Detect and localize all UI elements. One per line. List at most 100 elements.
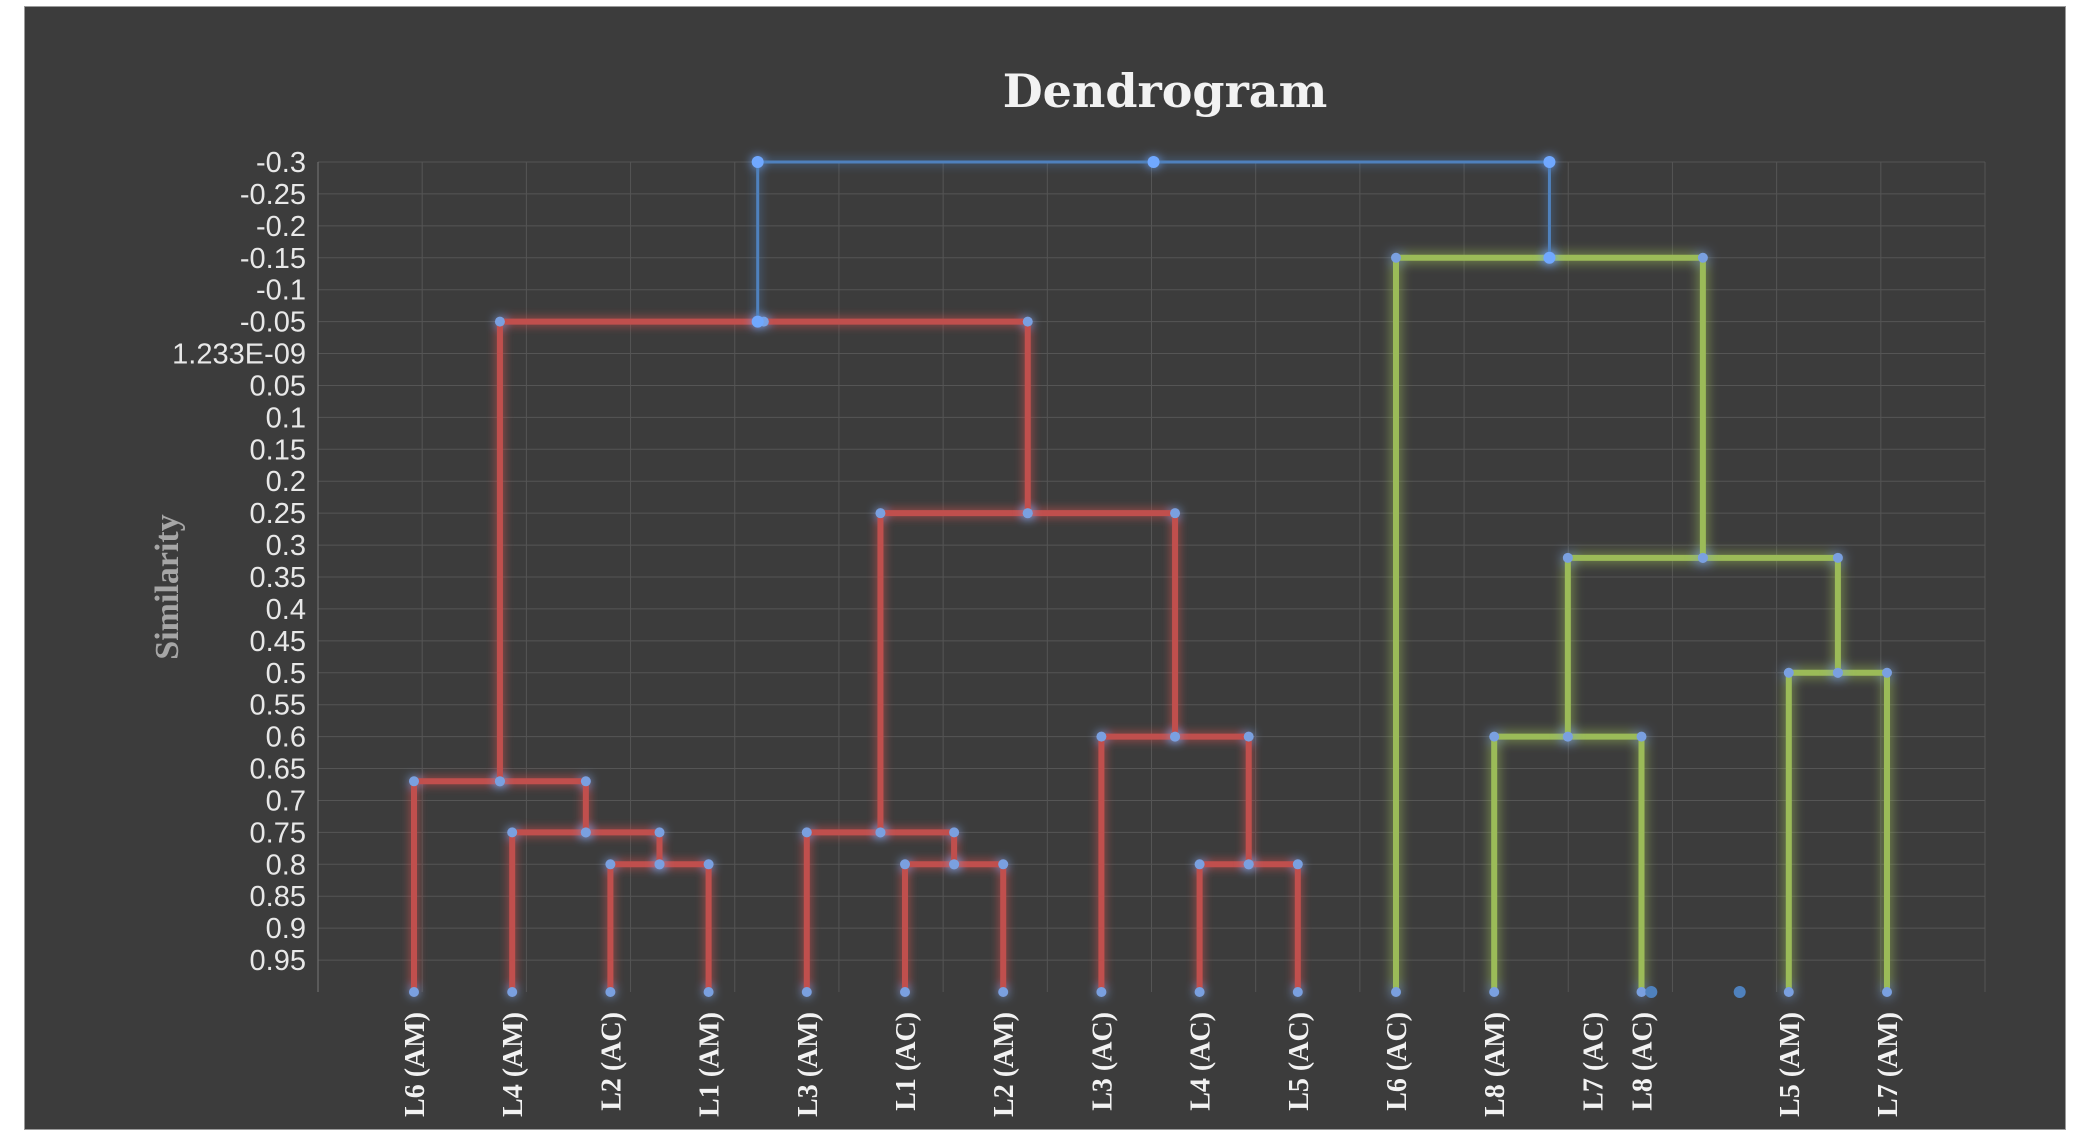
x-tick-label: L1 (AC) bbox=[891, 1012, 922, 1111]
link-path bbox=[803, 829, 958, 992]
y-tick-label: 0.9 bbox=[266, 913, 306, 945]
link-node bbox=[1832, 667, 1843, 678]
y-tick-label: 1.233E-09 bbox=[172, 339, 306, 371]
link-node bbox=[875, 508, 886, 519]
y-tick-label: -0.25 bbox=[240, 179, 306, 211]
y-tick-label: 0.3 bbox=[266, 530, 306, 562]
link-node bbox=[1562, 552, 1573, 563]
y-tick-label: 0.6 bbox=[266, 722, 306, 754]
x-tick-label: L1 (AM) bbox=[695, 1012, 726, 1117]
y-tick-label: 0.05 bbox=[250, 370, 306, 402]
link-node bbox=[1562, 731, 1573, 742]
link-node bbox=[580, 776, 591, 787]
y-tick-label: 0.75 bbox=[250, 817, 306, 849]
dendrogram-link bbox=[409, 776, 591, 997]
link-node bbox=[507, 827, 518, 838]
x-tick-label: L5 (AM) bbox=[1775, 1012, 1806, 1117]
dendrogram-link bbox=[751, 156, 1556, 328]
link-node bbox=[949, 859, 960, 870]
y-tick-label: -0.2 bbox=[256, 211, 306, 243]
y-tick-label: 0.1 bbox=[266, 402, 306, 434]
link-node bbox=[1170, 731, 1181, 742]
dendrogram-link bbox=[494, 316, 1033, 787]
link-node bbox=[1022, 316, 1033, 327]
link-node bbox=[654, 827, 665, 838]
link-node bbox=[998, 859, 1009, 870]
x-tick-label: L4 (AM) bbox=[498, 1012, 529, 1117]
link-node bbox=[654, 859, 665, 870]
y-tick-label: 0.45 bbox=[250, 626, 306, 658]
link-path bbox=[509, 829, 663, 992]
link-node bbox=[949, 827, 960, 838]
link-node bbox=[409, 776, 419, 787]
y-tick-label: 0.35 bbox=[250, 562, 306, 594]
link-node bbox=[900, 859, 910, 870]
link-node bbox=[1543, 156, 1556, 168]
x-tick-label: L7 (AC) bbox=[1578, 1012, 1609, 1111]
dendrogram-chart: Dendrogram Similarity -0.3-0.25-0.2-0.15… bbox=[149, 64, 1986, 1117]
link-path bbox=[1393, 254, 1706, 992]
y-tick-label: 0.25 bbox=[250, 498, 306, 530]
x-tick-label: L7 (AM) bbox=[1873, 1012, 1904, 1117]
link-node bbox=[1697, 252, 1708, 263]
x-tick-label: L2 (AM) bbox=[989, 1012, 1020, 1117]
link-path bbox=[756, 160, 1551, 322]
link-node bbox=[1170, 508, 1181, 519]
chart-title: Dendrogram bbox=[1003, 64, 1328, 118]
link-node bbox=[1022, 508, 1033, 519]
link-node bbox=[703, 859, 714, 870]
link-node bbox=[1882, 667, 1892, 678]
y-tick-label: -0.3 bbox=[256, 147, 306, 179]
x-tick-label: L4 (AC) bbox=[1186, 1012, 1217, 1111]
x-tick-label: L3 (AC) bbox=[1087, 1012, 1118, 1111]
dendrogram-link bbox=[507, 827, 665, 997]
dendrogram-link bbox=[1391, 252, 1708, 997]
link-node bbox=[1636, 731, 1647, 742]
y-axis-label: Similarity bbox=[149, 514, 186, 659]
x-tick-label: L8 (AM) bbox=[1480, 1012, 1511, 1117]
y-tick-label: 0.55 bbox=[250, 690, 306, 722]
baseline-node bbox=[1733, 986, 1746, 998]
x-tick-label: L5 (AC) bbox=[1284, 1012, 1315, 1111]
link-path bbox=[1564, 554, 1841, 737]
y-tick-label: 0.5 bbox=[266, 658, 306, 690]
x-tick-label: L2 (AC) bbox=[596, 1012, 627, 1111]
x-tick-label: L3 (AM) bbox=[793, 1012, 824, 1117]
y-tick-label: -0.05 bbox=[240, 307, 306, 339]
link-node bbox=[1194, 859, 1205, 870]
y-tick-label: -0.15 bbox=[240, 243, 306, 275]
y-tick-label: 0.15 bbox=[250, 434, 306, 466]
link-node bbox=[1489, 731, 1500, 742]
y-tick-label: 0.95 bbox=[250, 945, 306, 977]
link-node bbox=[1697, 552, 1708, 563]
y-tick-label: 0.2 bbox=[266, 466, 306, 498]
baseline-node bbox=[1645, 986, 1658, 998]
link-node bbox=[1783, 667, 1794, 678]
link-node bbox=[494, 776, 505, 787]
link-node bbox=[1832, 552, 1843, 563]
x-tick-label: L8 (AC) bbox=[1628, 1012, 1659, 1111]
y-tick-label: 0.8 bbox=[266, 849, 306, 881]
link-node bbox=[580, 827, 591, 838]
x-tick-label: L6 (AC) bbox=[1382, 1012, 1413, 1111]
link-path bbox=[496, 318, 1031, 782]
dendrogram-link bbox=[1562, 552, 1843, 742]
y-tick-label: -0.1 bbox=[256, 275, 306, 307]
link-node bbox=[1391, 252, 1401, 263]
link-node bbox=[1292, 859, 1303, 870]
chart-frame: Dendrogram Similarity -0.3 -0.25 -0.2 -0.15… bbox=[24, 6, 2066, 1130]
link-node bbox=[751, 315, 764, 328]
link-node bbox=[605, 859, 616, 870]
y-tick-label: 0.65 bbox=[250, 754, 306, 786]
link-node bbox=[1543, 251, 1556, 264]
y-tick-label: 0.85 bbox=[250, 881, 306, 913]
dendrogram-link bbox=[801, 827, 960, 997]
link-node bbox=[875, 827, 886, 838]
link-node bbox=[1147, 156, 1160, 168]
link-node bbox=[1243, 859, 1254, 870]
link-node bbox=[1243, 731, 1254, 742]
link-node bbox=[801, 827, 812, 838]
y-tick-label: 0.7 bbox=[266, 785, 306, 817]
y-tick-label: 0.4 bbox=[266, 594, 306, 626]
link-node bbox=[751, 156, 764, 168]
